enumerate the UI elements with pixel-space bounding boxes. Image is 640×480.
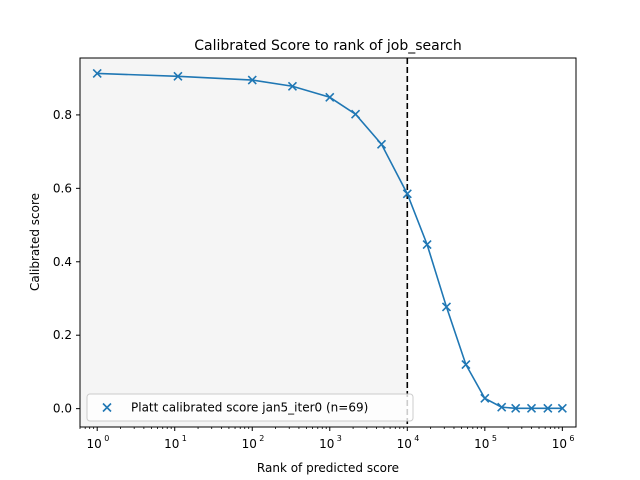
- chart-title: Calibrated Score to rank of job_search: [194, 38, 462, 54]
- y-tick-label: 0.4: [53, 255, 72, 269]
- x-tick-label-exponent: 2: [259, 434, 264, 443]
- x-tick-label-exponent: 0: [104, 434, 109, 443]
- x-tick-label-base: 10: [87, 437, 102, 451]
- y-tick-label: 0.0: [53, 402, 72, 416]
- legend: Platt calibrated score jan5_iter0 (n=69): [86, 393, 414, 422]
- data-point: [287, 81, 298, 91]
- x-tick-label-exponent: 1: [182, 434, 187, 443]
- legend-label: Platt calibrated score jan5_iter0 (n=69): [131, 401, 368, 415]
- y-tick-label: 0.2: [53, 328, 72, 342]
- data-point: [92, 68, 102, 78]
- data-point: [557, 403, 567, 413]
- y-tick-label: 0.6: [53, 181, 72, 195]
- x-tick-label-base: 10: [164, 437, 179, 451]
- x-tick-label-exponent: 5: [492, 434, 497, 443]
- data-point: [422, 239, 432, 250]
- data-point: [325, 92, 335, 102]
- x-tick-label-exponent: 3: [337, 434, 342, 443]
- data-point: [247, 75, 257, 85]
- x-axis-label: Rank of predicted score: [257, 461, 399, 475]
- y-tick-label: 0.8: [53, 108, 72, 122]
- y-axis-label: Calibrated score: [28, 193, 42, 291]
- data-point: [497, 402, 507, 412]
- axes: 10 0 10 1 10 2 10 3 10 4 10 5 10 60.00.20.40.60.8: [53, 57, 577, 451]
- x-tick-label-base: 10: [397, 437, 412, 451]
- data-point: [526, 403, 537, 413]
- shaded-region: [80, 58, 408, 427]
- data-point: [480, 393, 490, 403]
- x-tick-label-base: 10: [552, 437, 567, 451]
- x-tick-label-base: 10: [242, 437, 257, 451]
- data-point: [376, 139, 387, 149]
- data-point: [441, 302, 452, 312]
- x-tick-label-base: 10: [319, 437, 334, 451]
- legend-box: [86, 393, 414, 422]
- data-point: [350, 109, 361, 119]
- x-tick-label-exponent: 6: [569, 434, 574, 443]
- data-point: [402, 189, 412, 199]
- data-point: [543, 403, 553, 413]
- legend-marker: [102, 402, 112, 413]
- x-tick-label-base: 10: [474, 437, 489, 451]
- x-tick-label-exponent: 4: [414, 434, 419, 443]
- axes-frame: [79, 57, 577, 428]
- data-point: [173, 71, 183, 81]
- data-point: [511, 403, 521, 413]
- data-point: [461, 360, 471, 370]
- plot-area: [80, 58, 567, 427]
